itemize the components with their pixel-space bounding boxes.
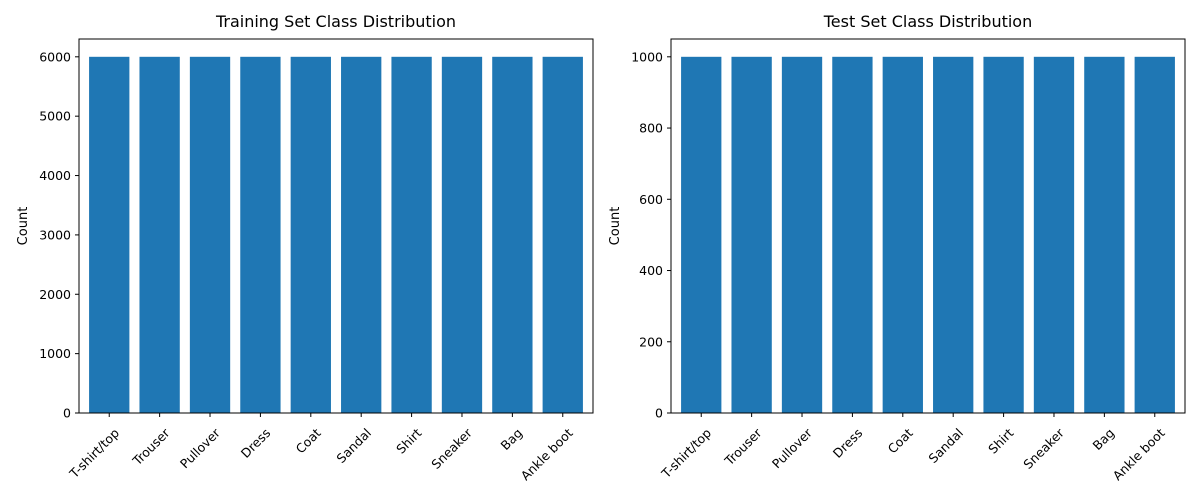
bar-coat bbox=[290, 56, 331, 414]
chart-title: Training Set Class Distribution bbox=[215, 12, 456, 31]
y-tick-label: 400 bbox=[639, 263, 663, 278]
training-chart: Training Set Class Distribution 0 1000 2000… bbox=[16, 12, 594, 483]
bar-shirt bbox=[391, 56, 432, 414]
plot-frame bbox=[670, 38, 1186, 414]
x-tick-label: Ankle boot bbox=[518, 425, 576, 483]
x-tick-label: Trouser bbox=[721, 425, 765, 469]
bar-dress bbox=[240, 56, 281, 414]
bar-t-shirt-top bbox=[681, 56, 722, 414]
bar-trouser bbox=[731, 56, 772, 414]
y-tick-label: 6000 bbox=[39, 49, 71, 64]
y-tick-label: 800 bbox=[639, 121, 663, 136]
y-tick-label: 5000 bbox=[39, 109, 71, 124]
bar-pullover bbox=[781, 56, 823, 414]
x-tick-label: Coat bbox=[293, 425, 324, 456]
y-axis-label: Count bbox=[608, 207, 623, 246]
y-tick-label: 2000 bbox=[39, 287, 71, 302]
x-tick-label: Bag bbox=[498, 425, 526, 453]
bar-trouser bbox=[139, 56, 180, 414]
x-tick-label: Sandal bbox=[333, 425, 374, 466]
bar-dress bbox=[832, 56, 873, 414]
x-tick-label: Bag bbox=[1090, 425, 1118, 453]
plot-frame bbox=[78, 38, 594, 414]
bar-sneaker bbox=[1033, 56, 1075, 414]
x-tick-label: Coat bbox=[885, 425, 916, 456]
y-tick-label: 4000 bbox=[39, 168, 71, 183]
y-tick-label: 0 bbox=[655, 406, 663, 421]
x-tick-label: Trouser bbox=[129, 425, 173, 469]
chart-title: Test Set Class Distribution bbox=[823, 12, 1032, 31]
y-tick-label: 3000 bbox=[39, 227, 71, 242]
bar-shirt bbox=[983, 56, 1024, 414]
x-tick-label: Pullover bbox=[177, 425, 224, 472]
y-tick-label: 1000 bbox=[39, 346, 71, 361]
x-tick-label: Dress bbox=[830, 425, 866, 461]
y-tick-label: 1000 bbox=[631, 49, 663, 64]
x-tick-label: Sneaker bbox=[1020, 425, 1067, 472]
x-tick-label: Sandal bbox=[925, 425, 966, 466]
x-tick-label: Shirt bbox=[985, 425, 1016, 456]
bar-sandal bbox=[933, 56, 974, 414]
x-tick-label: Sneaker bbox=[428, 425, 475, 472]
bar-ankle-boot bbox=[1134, 56, 1175, 414]
bar-ankle-boot bbox=[542, 56, 583, 414]
y-tick-label: 0 bbox=[63, 406, 71, 421]
x-tick-label: Dress bbox=[238, 425, 274, 461]
bar-bag bbox=[1084, 56, 1125, 414]
test-chart: Test Set Class Distribution 0 200 400 600 800… bbox=[608, 12, 1186, 483]
bar-sandal bbox=[341, 56, 382, 414]
bar-t-shirt-top bbox=[89, 56, 130, 414]
x-tick-label: T-shirt/top bbox=[658, 425, 714, 481]
y-tick-label: 200 bbox=[639, 334, 663, 349]
x-tick-label: Shirt bbox=[393, 425, 424, 456]
bar-pullover bbox=[189, 56, 231, 414]
bar-coat bbox=[882, 56, 923, 414]
x-tick-label: Pullover bbox=[769, 425, 816, 472]
bar-bag bbox=[492, 56, 533, 414]
y-axis-label: Count bbox=[16, 207, 31, 246]
y-tick-label: 600 bbox=[639, 192, 663, 207]
x-tick-label: Ankle boot bbox=[1110, 425, 1168, 483]
x-tick-label: T-shirt/top bbox=[66, 425, 122, 481]
bar-sneaker bbox=[441, 56, 483, 414]
